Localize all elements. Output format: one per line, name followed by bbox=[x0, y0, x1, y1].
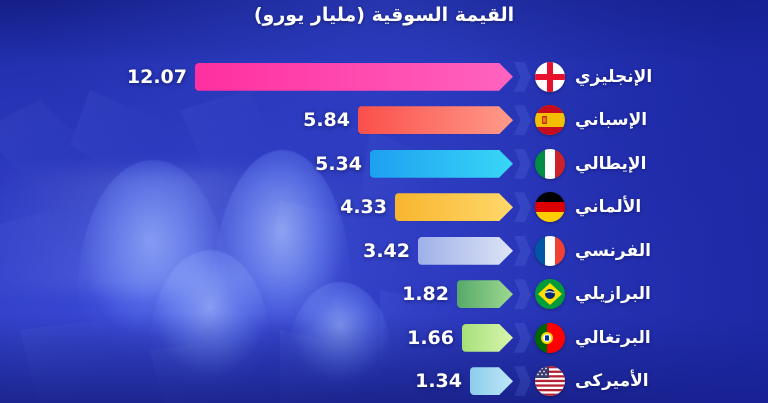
flag-icon-italy bbox=[535, 148, 565, 179]
value-label: 3.42 bbox=[363, 239, 410, 262]
value-bar bbox=[418, 237, 513, 265]
chart-row: 5.84 الإسباني bbox=[0, 99, 768, 143]
bar-chart: 12.07 الإنجليزي 5.84 الإسباني 5.34 الإيطالي 4.… bbox=[0, 55, 768, 403]
chevron-right-icon bbox=[514, 192, 531, 223]
value-label: 5.84 bbox=[303, 109, 350, 132]
chevron-right-icon bbox=[514, 366, 531, 397]
chart-row: 3.42 الفرنسي bbox=[0, 229, 768, 273]
flag-icon-germany bbox=[535, 192, 565, 223]
league-label: الألماني bbox=[575, 197, 642, 218]
bar-container bbox=[457, 280, 513, 308]
bar-container bbox=[370, 150, 513, 178]
bar-container bbox=[395, 193, 513, 221]
bar-container bbox=[470, 367, 513, 395]
flag-icon-portugal bbox=[535, 322, 565, 353]
chart-row: 12.07 الإنجليزي bbox=[0, 55, 768, 99]
value-label: 1.82 bbox=[402, 283, 449, 306]
flag-icon-usa bbox=[535, 366, 565, 397]
value-label: 1.66 bbox=[407, 326, 454, 349]
value-bar bbox=[457, 280, 513, 308]
value-label: 1.34 bbox=[415, 370, 462, 393]
flag-icon-spain bbox=[535, 105, 565, 136]
flag-icon-france bbox=[535, 235, 565, 266]
bar-container bbox=[462, 324, 513, 352]
chevron-right-icon bbox=[514, 148, 531, 179]
value-label: 12.07 bbox=[126, 65, 187, 88]
chart-row: 4.33 الألماني bbox=[0, 186, 768, 230]
bar-container bbox=[195, 63, 513, 91]
value-bar bbox=[395, 193, 513, 221]
flag-icon-england bbox=[535, 61, 565, 92]
chevron-right-icon bbox=[514, 61, 531, 92]
flag-icon-brazil bbox=[535, 279, 565, 310]
value-bar bbox=[470, 367, 513, 395]
chart-row: 1.34 الأميركى bbox=[0, 360, 768, 403]
league-label: البرتغالي bbox=[575, 327, 651, 348]
bar-container bbox=[358, 106, 513, 134]
chart-row: 5.34 الإيطالي bbox=[0, 142, 768, 186]
league-label: الفرنسي bbox=[575, 240, 651, 261]
chevron-right-icon bbox=[514, 322, 531, 353]
chart-row: 1.82 البرازيلي bbox=[0, 273, 768, 317]
league-label: الإسباني bbox=[575, 110, 648, 131]
value-label: 4.33 bbox=[340, 196, 387, 219]
chevron-right-icon bbox=[514, 235, 531, 266]
chevron-right-icon bbox=[514, 279, 531, 310]
chevron-right-icon bbox=[514, 105, 531, 136]
value-bar bbox=[358, 106, 513, 134]
background-right-shade bbox=[468, 0, 768, 403]
league-label: الإيطالي bbox=[575, 153, 647, 174]
value-bar bbox=[370, 150, 513, 178]
league-label: الإنجليزي bbox=[575, 66, 653, 87]
value-label: 5.34 bbox=[315, 152, 362, 175]
value-bar bbox=[462, 324, 513, 352]
league-label: البرازيلي bbox=[575, 284, 651, 305]
bar-container bbox=[418, 237, 513, 265]
page-title: القيمة السوقية (مليار يورو) bbox=[253, 4, 515, 26]
league-label: الأميركى bbox=[575, 371, 649, 392]
chart-row: 1.66 البرتغالي bbox=[0, 316, 768, 360]
value-bar bbox=[195, 63, 513, 91]
